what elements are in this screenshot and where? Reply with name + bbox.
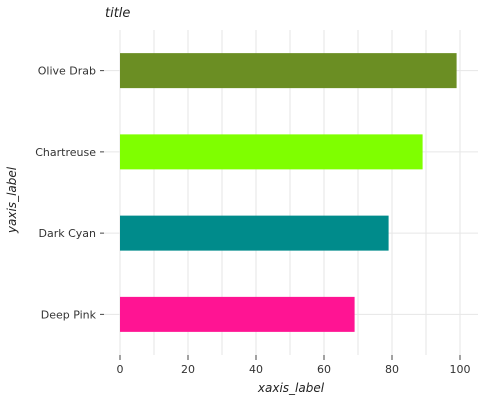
x-tick-label: 40 (249, 363, 263, 376)
x-tick-label: 20 (181, 363, 195, 376)
bars (120, 53, 457, 332)
bar-olive-drab (120, 53, 457, 89)
x-tick-label: 60 (317, 363, 331, 376)
y-tick-label: Deep Pink (41, 308, 97, 321)
x-axis: 0 20 40 60 80 100 (117, 355, 471, 376)
y-tick-label: Chartreuse (35, 146, 96, 159)
x-tick-label: 100 (450, 363, 471, 376)
y-tick-label: Olive Drab (38, 65, 96, 78)
x-axis-label: xaxis_label (257, 381, 325, 395)
y-axis-label: yaxis_label (5, 166, 19, 234)
y-axis: Olive Drab Chartreuse Dark Cyan Deep Pink (35, 65, 104, 321)
bar-chartreuse (120, 134, 423, 170)
bar-dark-cyan (120, 215, 389, 251)
chart-title: title (105, 6, 130, 21)
bar-deep-pink (120, 296, 355, 332)
x-tick-label: 0 (117, 363, 124, 376)
x-tick-label: 80 (385, 363, 399, 376)
y-tick-label: Dark Cyan (38, 227, 96, 240)
